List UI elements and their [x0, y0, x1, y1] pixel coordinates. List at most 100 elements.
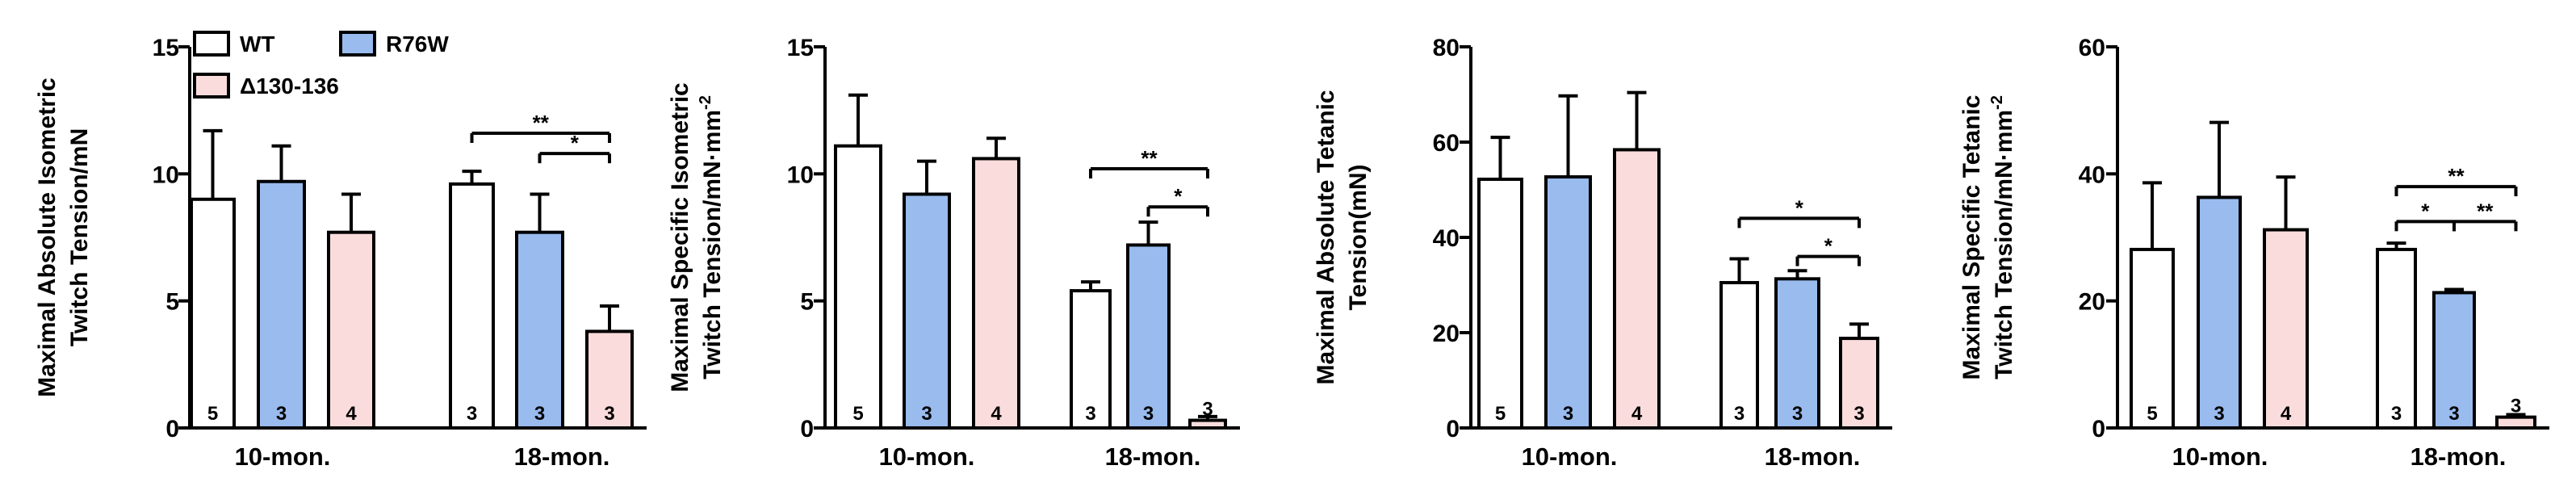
y-tick-label: 0: [800, 416, 814, 442]
n-label: 4: [2281, 403, 2292, 425]
bar-R76W-1: [1126, 243, 1171, 430]
chart-panel-3: 0 20 40 60 80 Maximal Absolute Tetanic Tension…: [1313, 35, 1892, 471]
n-label: 3: [1563, 403, 1573, 425]
bar-WT-1: [1719, 281, 1759, 430]
n-label: 3: [2511, 396, 2521, 417]
n-label: 3: [534, 403, 545, 425]
bar-130136-0: [1613, 148, 1661, 430]
bar-WT-1: [449, 182, 495, 430]
legend-swatch: [339, 31, 376, 57]
significance-label: **: [2477, 199, 2494, 223]
y-tick-label: 15: [153, 35, 179, 61]
significance-label: *: [571, 131, 580, 155]
y-tick-label: 5: [800, 289, 814, 316]
category-label: 18-mon.: [2411, 442, 2507, 471]
y-tick-label: 0: [1446, 416, 1460, 442]
bar-R76W-1: [515, 230, 564, 430]
n-label: 3: [604, 403, 614, 425]
bar-R76W-1: [2432, 291, 2476, 430]
y-tick-label: 40: [1433, 225, 1460, 252]
bar-WT-0: [190, 197, 236, 430]
n-label: 3: [921, 403, 932, 425]
category-label: 18-mon.: [514, 442, 610, 471]
y-tick-label: 40: [2079, 161, 2105, 188]
n-label: 5: [2147, 403, 2157, 425]
legend-label: R76W: [386, 31, 449, 57]
bar-R76W-0: [257, 179, 306, 430]
y-axis-title-main: Twitch Tension/mN·mm: [699, 110, 726, 379]
y-tick-label: 0: [2092, 416, 2105, 442]
legend: WT Δ130-136 R76W: [193, 31, 449, 99]
y-axis-title-superscript: -2: [1988, 95, 2006, 110]
category-label: 10-mon.: [2172, 442, 2268, 471]
n-label: 3: [2214, 403, 2224, 425]
n-label: 3: [1734, 403, 1745, 425]
y-tick-label: 15: [787, 35, 814, 61]
category-label: 18-mon.: [1765, 442, 1861, 471]
bar-130136-1: [2495, 415, 2536, 430]
legend-label: WT: [240, 31, 275, 57]
bar-WT-1: [1070, 289, 1112, 430]
y-tick-label: 5: [165, 289, 179, 316]
bar-130136-1: [1188, 418, 1227, 430]
n-label: 5: [207, 403, 218, 425]
bar-R76W-0: [1544, 175, 1592, 430]
n-label: 5: [1495, 403, 1506, 425]
n-label: 3: [1085, 403, 1095, 425]
n-label: 4: [346, 403, 357, 425]
n-label: 3: [2448, 403, 2459, 425]
bar-R76W-1: [1774, 277, 1820, 430]
y-tick-label: 10: [153, 161, 179, 188]
y-axis-title-line2: Twitch Tension/mN·mm-2: [1988, 95, 2017, 379]
y-axis-title-line1: Maximal Absolute Isometric: [34, 78, 61, 397]
significance-label: *: [2421, 199, 2430, 223]
y-axis-title-line2: Twitch Tension/mN: [66, 128, 93, 347]
chart-panel-4: 0 20 40 60 Maximal Specific Tetanic Twitch Te…: [1958, 35, 2549, 471]
y-axis-title-main: Twitch Tension/mN·mm: [1991, 110, 2017, 379]
y-axis-title-superscript: -2: [697, 95, 714, 110]
chart-panel-1: 0 5 10 15 Maximal Absolute Isometric Twitch T…: [34, 35, 647, 471]
y-axis-title-line1: Maximal Specific Isometric: [667, 82, 693, 392]
legend-swatch: [193, 73, 230, 99]
bar-WT-0: [1477, 178, 1523, 430]
bar-130136-1: [1839, 337, 1879, 430]
category-label: 10-mon.: [235, 442, 331, 471]
n-label: 3: [1853, 403, 1864, 425]
significance-label: *: [1174, 184, 1183, 208]
significance-label: *: [1795, 195, 1804, 220]
y-tick-label: 20: [2079, 289, 2105, 316]
y-tick-label: 0: [165, 416, 179, 442]
n-label: 4: [1631, 403, 1643, 425]
category-label: 10-mon.: [879, 442, 975, 471]
significance-label: **: [533, 111, 550, 135]
bar-WT-1: [2376, 247, 2417, 430]
bar-R76W-0: [2197, 195, 2242, 430]
y-axis-title-line2: Twitch Tension/mN·mm-2: [697, 95, 726, 379]
significance-label: **: [2448, 164, 2465, 188]
legend-swatch: [193, 31, 230, 57]
n-label: 4: [991, 403, 1002, 425]
bar-WT-0: [2130, 247, 2175, 430]
y-tick-label: 10: [787, 161, 814, 188]
y-axis-title-line1: Maximal Absolute Tetanic: [1313, 90, 1339, 384]
bar-130136-1: [585, 329, 634, 430]
y-tick-label: 80: [1433, 35, 1460, 61]
significance-label: *: [1824, 234, 1833, 258]
n-label: 3: [1792, 403, 1803, 425]
bar-130136-0: [972, 157, 1020, 430]
y-tick-label: 20: [1433, 321, 1460, 347]
significance-label: **: [1141, 146, 1158, 170]
n-label: 3: [1143, 403, 1154, 425]
n-label: 3: [467, 403, 477, 425]
bar-R76W-0: [903, 192, 951, 430]
category-label: 18-mon.: [1105, 442, 1201, 471]
y-tick-label: 60: [2079, 35, 2105, 61]
n-label: 3: [1202, 399, 1213, 421]
chart-panel-2: 0 5 10 15 Maximal Specific Isometric Twitch T…: [667, 35, 1240, 471]
y-axis-title-line2: Tension(mN): [1345, 164, 1372, 310]
category-label: 10-mon.: [1522, 442, 1618, 471]
legend-label: Δ130-136: [240, 73, 339, 99]
n-label: 3: [2391, 403, 2402, 425]
n-label: 5: [852, 403, 863, 425]
